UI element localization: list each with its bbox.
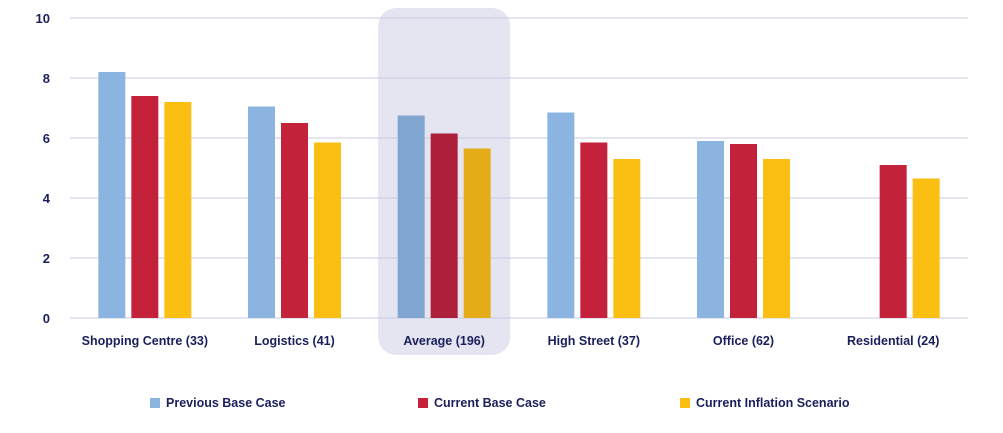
x-category-label: Residential (24) — [847, 334, 939, 348]
gridlines — [70, 17, 968, 319]
legend-label: Current Inflation Scenario — [696, 396, 850, 410]
y-tick-label: 10 — [36, 11, 50, 26]
y-axis-ticks: 0 2 4 6 8 10 — [36, 11, 51, 326]
legend-item-previous-base-case: Previous Base Case — [150, 396, 286, 410]
x-category-label: Shopping Centre (33) — [82, 334, 208, 348]
bar-current-base-case — [430, 133, 458, 318]
legend-label: Previous Base Case — [166, 396, 286, 410]
y-tick-label: 2 — [43, 251, 50, 266]
bar-previous-base-case — [547, 112, 575, 318]
bar-current-base-case — [730, 144, 757, 318]
bar-current-inflation-scenario — [164, 102, 192, 318]
bar-current-base-case — [580, 142, 608, 318]
legend-swatch — [680, 398, 690, 408]
bar-current-inflation-scenario — [463, 148, 491, 318]
bar-previous-base-case — [98, 72, 126, 318]
bar-current-base-case — [131, 96, 159, 318]
bar-previous-base-case — [397, 115, 425, 318]
x-category-label: Logistics (41) — [254, 334, 335, 348]
bars — [98, 72, 940, 318]
legend-item-current-base-case: Current Base Case — [418, 396, 546, 410]
x-axis-categories: Shopping Centre (33) Logistics (41) Averag… — [82, 334, 940, 348]
y-tick-label: 4 — [43, 191, 51, 206]
y-tick-label: 8 — [43, 71, 50, 86]
bar-current-base-case — [879, 165, 907, 318]
bar-previous-base-case — [248, 106, 275, 318]
y-tick-label: 6 — [43, 131, 50, 146]
x-category-label: Office (62) — [713, 334, 774, 348]
bar-current-inflation-scenario — [912, 178, 940, 318]
bar-previous-base-case — [697, 141, 724, 318]
legend-swatch — [418, 398, 428, 408]
x-category-label: Average (196) — [403, 334, 485, 348]
bar-current-inflation-scenario — [763, 159, 790, 318]
x-category-label: High Street (37) — [548, 334, 640, 348]
bar-current-inflation-scenario — [314, 142, 341, 318]
legend-label: Current Base Case — [434, 396, 546, 410]
bar-current-base-case — [281, 123, 308, 318]
legend-item-current-inflation-scenario: Current Inflation Scenario — [680, 396, 850, 410]
bar-current-inflation-scenario — [613, 159, 641, 318]
y-tick-label: 0 — [43, 311, 50, 326]
legend-swatch — [150, 398, 160, 408]
